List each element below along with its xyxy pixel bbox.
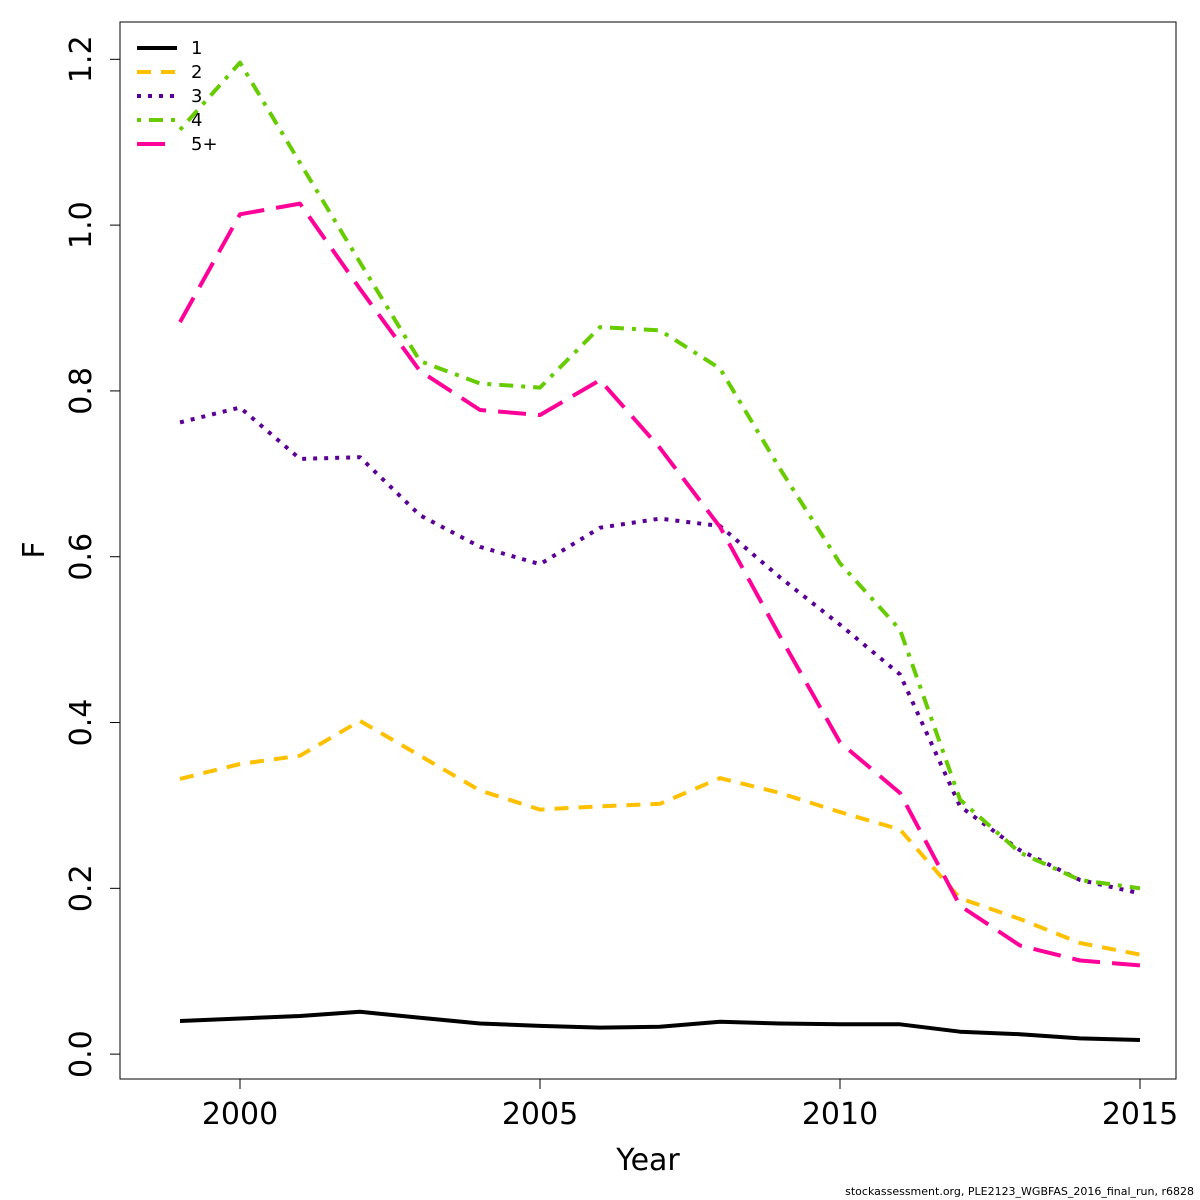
x-tick-label: 2005: [502, 1097, 578, 1132]
y-axis-title: F: [17, 541, 52, 558]
series-line-2: [179, 718, 1141, 957]
legend-label-5: 5+: [191, 134, 218, 155]
y-axis: 0.0 0.2 0.4 0.6 0.8 1.0 1.2: [64, 35, 121, 1078]
y-tick-label: 1.2: [64, 35, 99, 83]
series-line-4: [178, 60, 1141, 891]
series-line-3: [179, 405, 1141, 896]
legend-label-1: 1: [191, 38, 202, 59]
legend-label-4: 4: [191, 110, 202, 131]
footnote: stockassessment.org, PLE2123_WGBFAS_2016…: [845, 1185, 1194, 1198]
series-line-1: [179, 1009, 1141, 1042]
x-axis: 2000 2005 2010 2015: [202, 1078, 1178, 1132]
series-layer: [178, 60, 1141, 1042]
y-tick-label: 0.8: [64, 367, 99, 415]
x-tick-label: 2010: [802, 1097, 878, 1132]
x-axis-title: Year: [615, 1143, 680, 1178]
series-line-5: [178, 201, 1141, 968]
legend-label-2: 2: [191, 62, 202, 83]
legend-label-3: 3: [191, 86, 202, 107]
y-tick-label: 0.0: [64, 1030, 99, 1078]
plot-frame: [119, 21, 1177, 1080]
y-tick-label: 0.2: [64, 864, 99, 912]
y-tick-label: 0.4: [64, 699, 99, 747]
x-tick-label: 2000: [202, 1097, 278, 1132]
y-tick-label: 0.6: [64, 533, 99, 581]
x-tick-label: 2015: [1102, 1097, 1178, 1132]
y-tick-label: 1.0: [64, 201, 99, 249]
legend: 1 2 3 4 5+: [137, 38, 218, 155]
